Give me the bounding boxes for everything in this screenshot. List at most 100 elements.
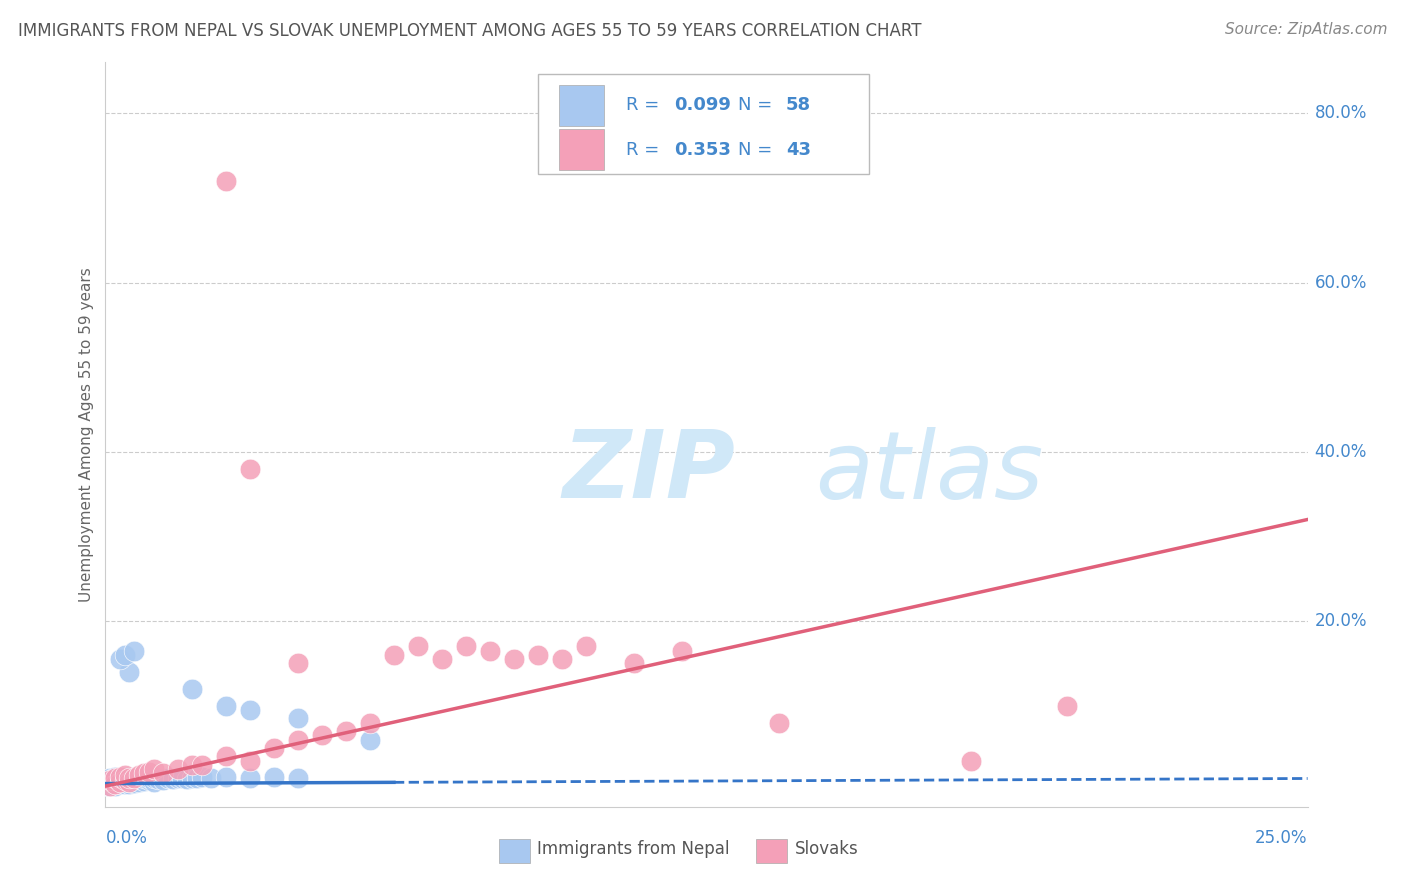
Point: [108, 770, 131, 784]
Point: [162, 772, 184, 787]
Point: [190, 770, 212, 784]
Point: [104, 771, 127, 785]
Point: [287, 732, 309, 747]
Point: [359, 732, 381, 747]
Point: [124, 771, 146, 785]
Point: [132, 772, 155, 786]
Point: [527, 648, 550, 662]
Text: 40.0%: 40.0%: [1315, 442, 1367, 461]
Text: 0.099: 0.099: [673, 96, 731, 114]
Point: [263, 741, 285, 756]
Point: [118, 770, 141, 784]
Point: [118, 775, 141, 789]
Point: [214, 770, 236, 784]
Point: [108, 775, 131, 789]
Text: IMMIGRANTS FROM NEPAL VS SLOVAK UNEMPLOYMENT AMONG AGES 55 TO 59 YEARS CORRELATI: IMMIGRANTS FROM NEPAL VS SLOVAK UNEMPLOY…: [18, 22, 922, 40]
Point: [142, 762, 165, 776]
Point: [239, 771, 262, 785]
Point: [98, 779, 121, 793]
Point: [142, 772, 165, 786]
Point: [114, 648, 136, 662]
Point: [114, 772, 136, 787]
Point: [104, 776, 127, 790]
Point: [104, 770, 127, 784]
Point: [214, 174, 236, 188]
Point: [98, 773, 121, 788]
Point: [214, 698, 236, 713]
Text: 60.0%: 60.0%: [1315, 274, 1367, 292]
Point: [406, 640, 429, 654]
Text: R =: R =: [626, 96, 665, 114]
Point: [335, 724, 357, 739]
Text: ZIP: ZIP: [562, 426, 735, 518]
Point: [623, 657, 645, 671]
Point: [108, 652, 131, 666]
Point: [104, 779, 127, 793]
Text: R =: R =: [626, 141, 665, 159]
Point: [114, 770, 136, 784]
Point: [311, 728, 333, 742]
Point: [128, 768, 150, 782]
FancyBboxPatch shape: [558, 85, 605, 126]
Point: [128, 775, 150, 789]
Point: [114, 776, 136, 790]
Point: [176, 772, 198, 787]
Text: 25.0%: 25.0%: [1256, 829, 1308, 847]
Point: [97, 779, 120, 793]
Text: Immigrants from Nepal: Immigrants from Nepal: [537, 840, 730, 858]
Point: [98, 779, 121, 793]
Point: [98, 775, 121, 789]
Text: N =: N =: [738, 96, 778, 114]
Point: [181, 681, 204, 696]
Point: [190, 758, 212, 772]
Point: [142, 775, 165, 789]
Point: [132, 766, 155, 780]
Point: [132, 774, 155, 789]
Y-axis label: Unemployment Among Ages 55 to 59 years: Unemployment Among Ages 55 to 59 years: [79, 268, 94, 602]
Point: [382, 648, 405, 662]
Point: [430, 652, 453, 666]
Point: [124, 771, 146, 785]
Point: [287, 771, 309, 785]
Point: [181, 758, 204, 772]
Point: [287, 657, 309, 671]
Point: [108, 775, 131, 789]
Point: [138, 773, 160, 788]
Point: [98, 771, 121, 785]
Text: 58: 58: [786, 96, 811, 114]
Point: [152, 773, 174, 788]
Point: [172, 772, 194, 786]
Point: [124, 643, 146, 657]
Point: [263, 770, 285, 784]
Point: [124, 773, 146, 788]
Point: [239, 703, 262, 717]
Point: [166, 771, 188, 785]
Point: [152, 766, 174, 780]
Point: [1056, 698, 1078, 713]
Point: [166, 762, 188, 776]
Point: [98, 773, 121, 788]
Text: Source: ZipAtlas.com: Source: ZipAtlas.com: [1225, 22, 1388, 37]
Point: [108, 771, 131, 785]
Point: [960, 754, 983, 768]
Point: [138, 764, 160, 779]
Point: [768, 715, 790, 730]
Point: [186, 772, 208, 786]
FancyBboxPatch shape: [538, 74, 869, 174]
Point: [114, 775, 136, 789]
Point: [148, 772, 170, 787]
Point: [104, 772, 127, 787]
Point: [118, 777, 141, 791]
Point: [108, 773, 131, 788]
Point: [118, 772, 141, 787]
Text: Slovaks: Slovaks: [794, 840, 858, 858]
Text: 0.0%: 0.0%: [105, 829, 148, 847]
Point: [671, 643, 693, 657]
Point: [359, 715, 381, 730]
Point: [239, 754, 262, 768]
Point: [118, 771, 141, 785]
Point: [479, 643, 502, 657]
Point: [156, 772, 179, 786]
Text: 0.353: 0.353: [673, 141, 731, 159]
Point: [503, 652, 526, 666]
